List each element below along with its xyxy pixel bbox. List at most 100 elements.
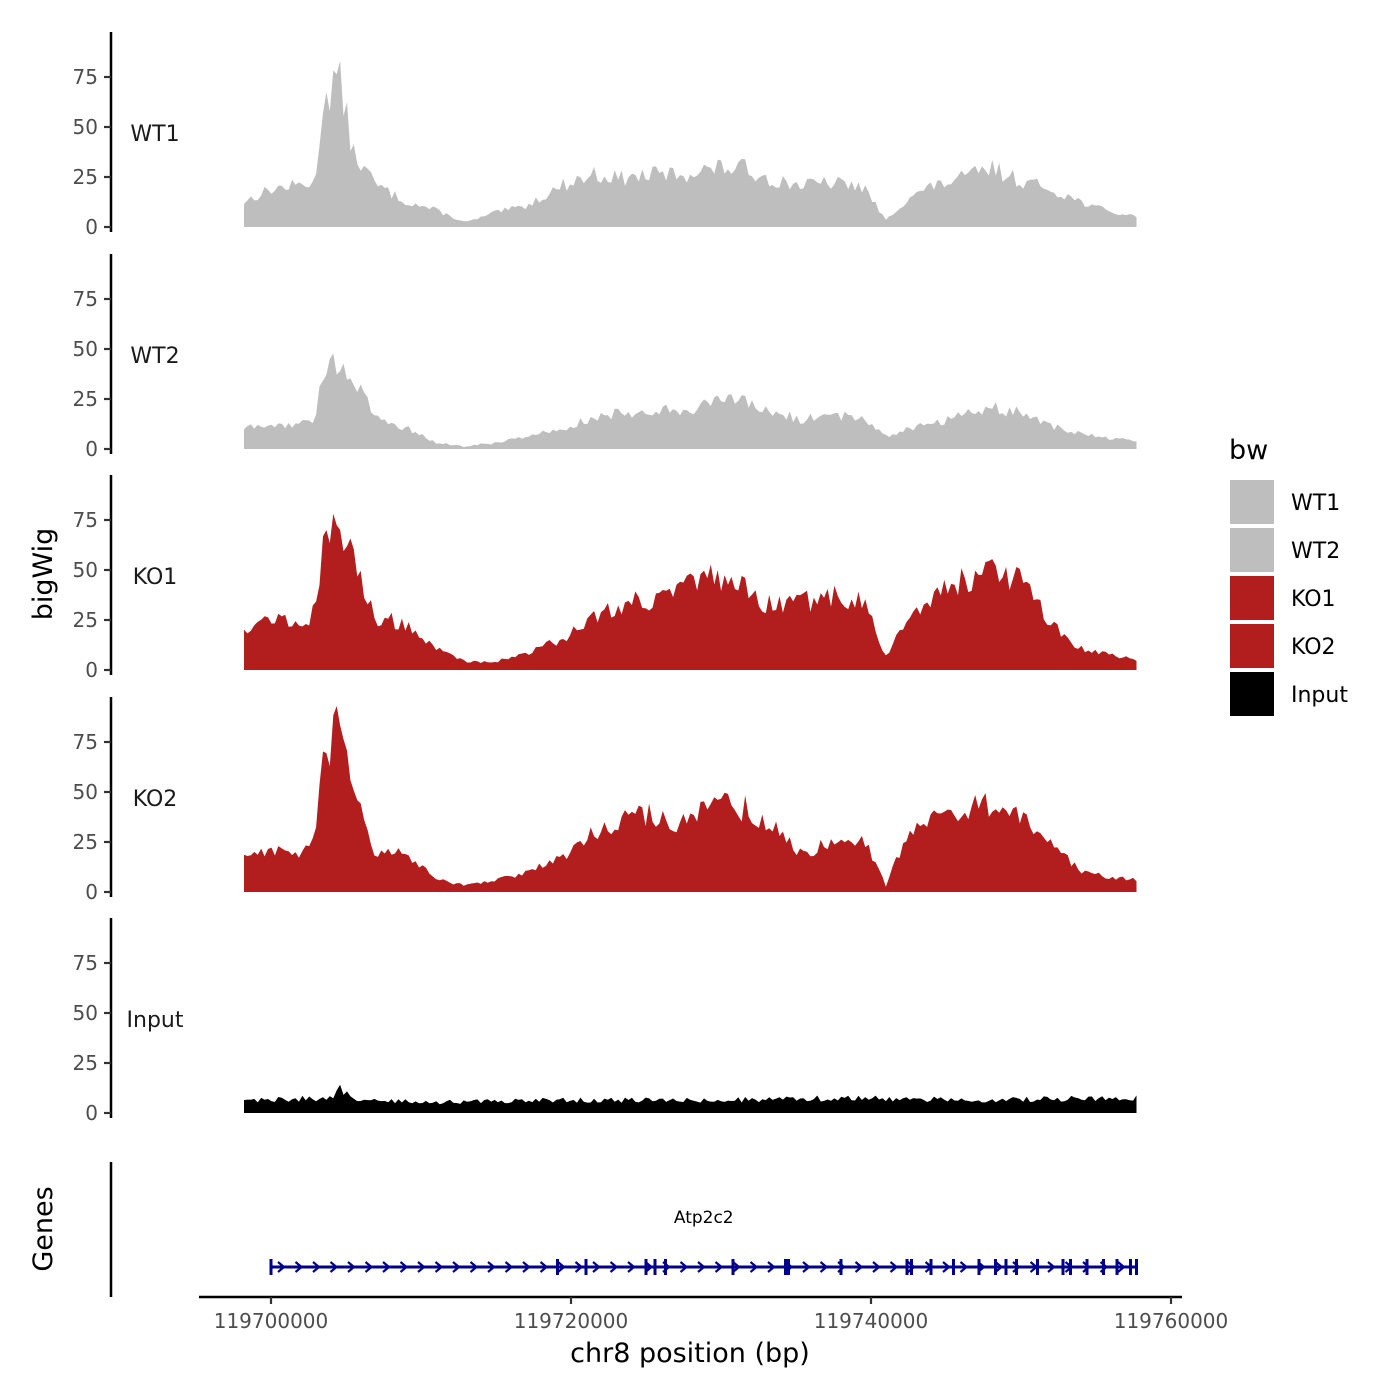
track-label: Input <box>127 1008 184 1033</box>
gene-track-title: Genes <box>28 1186 59 1271</box>
strand-arrow <box>854 1261 864 1273</box>
y-tick-label: 0 <box>85 1101 98 1125</box>
track-label: WT1 <box>130 122 179 147</box>
strand-arrow <box>539 1261 549 1273</box>
legend-item-wt2: WT2 <box>1230 528 1340 572</box>
strand-arrow <box>294 1261 304 1273</box>
signal-area-wt2 <box>244 353 1137 449</box>
legend-item-ko2: KO2 <box>1230 624 1336 668</box>
y-tick-label: 0 <box>85 658 98 682</box>
strand-arrow <box>714 1261 724 1273</box>
strand-arrow <box>1082 1261 1091 1273</box>
y-tick-label: 50 <box>73 337 98 361</box>
exon <box>952 1259 955 1275</box>
y-tick-label: 0 <box>85 215 98 239</box>
y-tick-label: 25 <box>73 608 98 632</box>
x-tick-label: 119760000 <box>1114 1309 1229 1333</box>
exon <box>1115 1259 1119 1275</box>
exon <box>1069 1259 1072 1275</box>
track-wt1: 0 25 50 75 WT1 <box>73 32 1137 239</box>
strand-arrow <box>889 1261 899 1273</box>
legend: bw WT1 WT2 KO1 KO2 Input <box>1229 435 1348 716</box>
y-tick-label: 75 <box>73 65 98 89</box>
y-tick-label: 75 <box>73 951 98 975</box>
exon <box>929 1259 933 1275</box>
gene-track-panel: Genes Atp2c2 <box>28 1162 1138 1297</box>
exon <box>269 1259 273 1275</box>
exon <box>994 1259 997 1275</box>
exon <box>584 1259 588 1275</box>
legend-label: Input <box>1291 683 1348 708</box>
exon <box>731 1259 735 1275</box>
y-tick-label: 50 <box>73 558 98 582</box>
strand-arrow <box>959 1261 969 1273</box>
strand-arrow <box>347 1261 356 1273</box>
strand-arrow <box>819 1261 829 1273</box>
exon <box>977 1259 981 1275</box>
legend-label: WT2 <box>1291 539 1340 564</box>
legend-title: bw <box>1229 435 1268 466</box>
y-tick-label: 50 <box>73 115 98 139</box>
exon <box>1102 1259 1105 1275</box>
strand-arrow <box>627 1261 636 1273</box>
exon <box>1004 1259 1008 1275</box>
strand-arrow <box>942 1261 951 1273</box>
exon <box>644 1259 648 1275</box>
exon <box>556 1259 559 1275</box>
strand-arrow <box>592 1261 601 1273</box>
y-tick-label: 75 <box>73 730 98 754</box>
legend-item-input: Input <box>1230 672 1348 716</box>
track-input: 0 25 50 75 Input <box>73 918 1137 1125</box>
y-tick-label: 25 <box>73 165 98 189</box>
signal-area-ko1 <box>244 513 1137 670</box>
strand-arrow <box>767 1261 776 1273</box>
strand-arrow <box>574 1261 584 1273</box>
strand-arrow <box>522 1261 531 1273</box>
exon <box>664 1259 667 1275</box>
strand-arrow <box>312 1261 321 1273</box>
track-wt2: 0 25 50 75 WT2 <box>73 254 1137 461</box>
y-tick-label: 50 <box>73 780 98 804</box>
strand-arrow <box>697 1261 706 1273</box>
y-tick-label: 75 <box>73 508 98 532</box>
strand-arrow <box>504 1261 514 1273</box>
track-ko1: 0 25 50 75 KO1 <box>73 475 1137 682</box>
y-axis-title: bigWig <box>28 528 59 621</box>
y-tick-label: 25 <box>73 1051 98 1075</box>
legend-swatch <box>1230 576 1274 620</box>
exon <box>787 1259 790 1275</box>
legend-swatch <box>1230 624 1274 668</box>
y-tick-label: 25 <box>73 387 98 411</box>
track-label: KO1 <box>133 565 178 590</box>
track-label: WT2 <box>130 344 179 369</box>
y-tick-label: 75 <box>73 287 98 311</box>
signal-tracks: 0 25 50 75 WT1 0 25 50 75 WT2 0 25 50 75 KO1 0 25 50 75 KO2… <box>73 32 1137 1125</box>
signal-area-wt1 <box>244 60 1137 228</box>
strand-arrow <box>1047 1261 1056 1273</box>
strand-arrow <box>609 1261 619 1273</box>
exon <box>905 1259 909 1275</box>
x-tick-label: 119700000 <box>214 1309 329 1333</box>
strand-arrow <box>469 1261 479 1273</box>
gene-model <box>269 1259 1138 1275</box>
exon <box>839 1259 843 1275</box>
exon <box>1135 1259 1138 1275</box>
x-axis-title: chr8 position (bp) <box>570 1338 810 1369</box>
legend-label: WT1 <box>1291 491 1340 516</box>
strand-arrow <box>277 1261 286 1273</box>
exon <box>1085 1259 1089 1275</box>
legend-item-ko1: KO1 <box>1230 576 1336 620</box>
x-tick-label: 119720000 <box>514 1309 629 1333</box>
strand-arrow <box>382 1261 391 1273</box>
strand-arrow <box>399 1261 409 1273</box>
strand-arrow <box>732 1261 741 1273</box>
x-axis: 119700000 119720000 119740000 119760000 chr… <box>199 1295 1229 1369</box>
legend-swatch <box>1230 480 1274 524</box>
strand-arrow <box>994 1261 1004 1273</box>
strand-arrow <box>364 1261 374 1273</box>
exon <box>1129 1259 1132 1275</box>
strand-arrow <box>329 1261 339 1273</box>
strand-arrow <box>557 1261 566 1273</box>
legend-label: KO2 <box>1291 635 1336 660</box>
